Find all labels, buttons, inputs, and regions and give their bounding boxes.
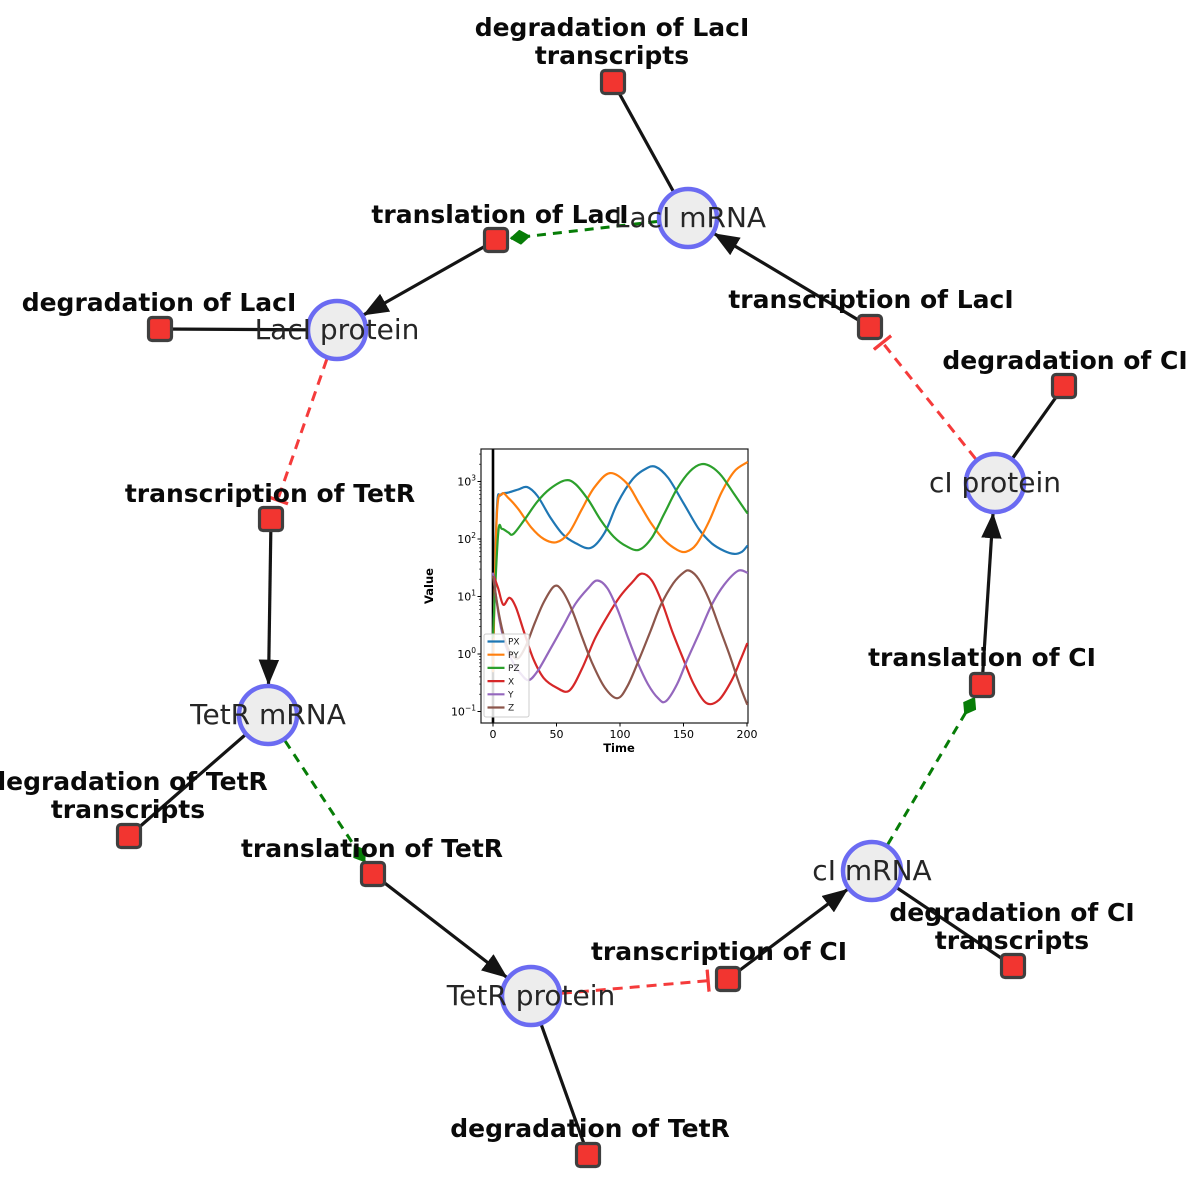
x-tick-label: 100 (610, 728, 631, 741)
legend-box (483, 633, 530, 718)
chart-curve-X (491, 572, 748, 706)
legend-label-X: X (508, 677, 514, 687)
label-degradation-laci-transcripts-2: transcripts (535, 41, 689, 70)
reaction-node-degradation-laci-transcripts[interactable] (599, 68, 627, 96)
legend-label-PX: PX (508, 638, 520, 648)
x-tick-label: 50 (550, 728, 564, 741)
label-transcription-tetr: transcription of TetR (125, 479, 415, 508)
label-ci-protein: cI protein (929, 466, 1061, 499)
edge-tetr-mrna-activates-translation (283, 740, 366, 863)
inset-chart: 0 50 100 150 200 10−1 100 101 102 103 PX PY PZ XYZ T… (422, 448, 758, 755)
species-node-ci-mrna[interactable] (840, 839, 904, 903)
edge-transcription-laci-to-laci-mrna (713, 232, 871, 329)
reaction-node-translation-ci[interactable] (968, 671, 996, 699)
label-degradation-laci: degradation of LacI (22, 288, 297, 317)
label-tetr-protein: TetR protein (446, 979, 615, 1012)
label-laci-protein: LacI protein (255, 313, 420, 346)
y-tick-label: 100 (457, 646, 476, 661)
species-node-tetr-mrna[interactable] (236, 683, 300, 747)
label-degradation-tetr-transcripts-1: degradation of TetR (0, 767, 268, 796)
label-transcription-laci: transcription of LacI (728, 285, 1013, 314)
reaction-node-degradation-ci[interactable] (1050, 372, 1078, 400)
x-tick-label: 150 (673, 728, 694, 741)
label-translation-tetr: translation of TetR (241, 834, 503, 863)
chart-xlabel: Time (603, 741, 635, 755)
species-node-ci-protein[interactable] (963, 451, 1027, 515)
label-laci-mrna: LacI mRNA (614, 201, 766, 234)
legend-label-PZ: PZ (508, 664, 520, 674)
reaction-node-transcription-ci[interactable] (714, 965, 742, 993)
y-tick-label: 102 (457, 531, 476, 546)
reaction-node-degradation-tetr[interactable] (574, 1141, 602, 1169)
legend-label-Y: Y (507, 691, 514, 701)
y-tick-label: 101 (457, 589, 476, 604)
species-node-laci-protein[interactable] (305, 298, 369, 362)
label-tetr-mrna: TetR mRNA (189, 698, 346, 731)
chart-legend: PX PY PZ XYZ (483, 633, 530, 718)
edge-ci-mrna-activates-translation (886, 696, 977, 846)
reaction-node-translation-tetr[interactable] (359, 860, 387, 888)
edge-tetr-protein-inhibits-transcription-ci (561, 969, 711, 995)
reaction-node-degradation-ci-transcripts[interactable] (999, 952, 1027, 980)
reaction-node-degradation-laci[interactable] (146, 315, 174, 343)
edge-laci-mrna-activates-translation (509, 220, 658, 245)
edge-translation-laci-to-laci-protein (362, 238, 497, 317)
label-transcription-ci: transcription of CI (591, 937, 847, 966)
chart-curve-PY (491, 461, 748, 673)
chart-ylabel: Value (422, 568, 436, 604)
reaction-node-transcription-tetr[interactable] (257, 505, 285, 533)
label-degradation-tetr-transcripts-2: transcripts (51, 795, 205, 824)
edge-transcription-tetr-to-tetr-mrna (258, 518, 280, 686)
label-translation-laci: translation of LacI (371, 200, 628, 229)
legend-label-PY: PY (508, 651, 519, 661)
species-nodes-layer (236, 186, 1027, 1028)
reaction-node-transcription-laci[interactable] (856, 313, 884, 341)
label-degradation-laci-transcripts-1: degradation of LacI (475, 13, 750, 42)
y-tick-label: 10−1 (451, 704, 476, 719)
label-degradation-ci: degradation of CI (942, 346, 1187, 375)
edge-translation-tetr-to-tetr-protein (372, 872, 508, 979)
edge-translation-ci-to-ci-protein (980, 512, 1002, 686)
label-translation-ci: translation of CI (868, 643, 1096, 672)
species-node-laci-mrna[interactable] (656, 186, 720, 250)
labels-layer: LacI mRNA LacI protein TetR mRNA TetR pr… (0, 13, 1188, 1143)
reaction-nodes-layer (115, 68, 1078, 1169)
label-ci-mrna: cI mRNA (812, 854, 931, 887)
edge-laci-protein-inhibits-transcription-tetr (266, 358, 329, 506)
label-degradation-tetr: degradation of TetR (450, 1114, 730, 1143)
reaction-node-degradation-tetr-transcripts[interactable] (115, 822, 143, 850)
species-node-tetr-protein[interactable] (499, 964, 563, 1028)
chart-curve-PZ (491, 462, 748, 638)
edge-ci-protein-inhibits-transcription-laci (872, 334, 977, 460)
x-tick-label: 200 (737, 728, 758, 741)
reaction-node-translation-laci[interactable] (482, 226, 510, 254)
label-degradation-ci-transcripts-1: degradation of CI (889, 898, 1134, 927)
x-tick-label: 0 (490, 728, 497, 741)
chart-ticks: 0 50 100 150 200 10−1 100 101 102 103 (451, 453, 758, 741)
edge-transcription-ci-to-ci-mrna (727, 888, 849, 981)
label-degradation-ci-transcripts-2: transcripts (935, 926, 1089, 955)
legend-label-Z: Z (508, 704, 514, 714)
y-tick-label: 103 (457, 474, 476, 489)
